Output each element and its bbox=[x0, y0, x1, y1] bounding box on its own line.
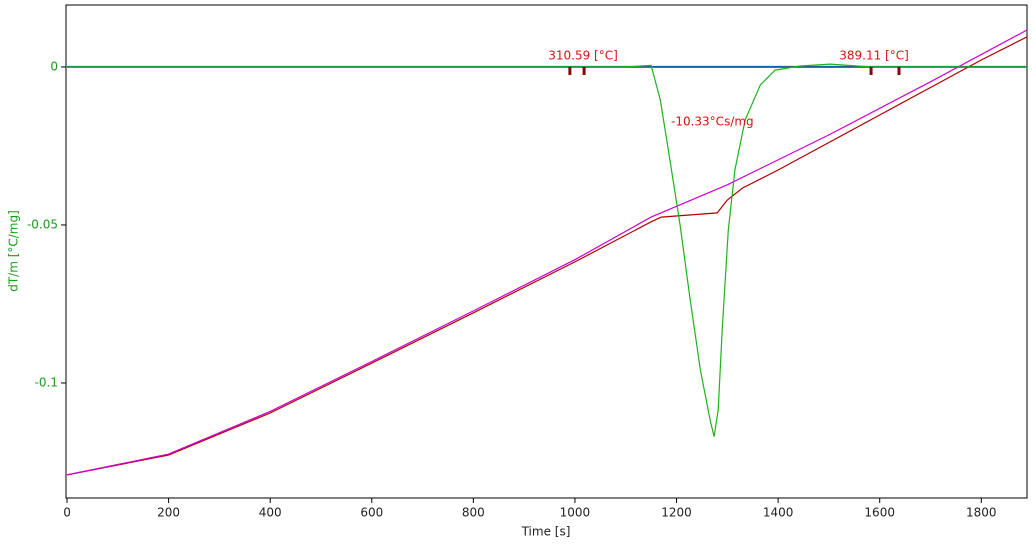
x-tick-label: 600 bbox=[360, 506, 383, 520]
y-tick-label: 0 bbox=[50, 59, 58, 73]
series-line bbox=[66, 29, 1028, 476]
x-tick-label: 1600 bbox=[864, 506, 895, 520]
y-axis-label: dT/m [°C/mg] bbox=[7, 210, 21, 292]
annotation: -10.33°Cs/mg bbox=[671, 115, 754, 129]
x-axis-label: Time [s] bbox=[521, 525, 571, 539]
x-tick-label: 400 bbox=[259, 506, 282, 520]
y-tick-label: -0.1 bbox=[35, 375, 58, 389]
x-tick-label: 800 bbox=[462, 506, 485, 520]
event-marker bbox=[568, 66, 572, 75]
plot-frame bbox=[65, 4, 1028, 499]
x-tick-label: 1000 bbox=[560, 506, 591, 520]
event-marker bbox=[869, 66, 873, 75]
x-tick-label: 200 bbox=[157, 506, 180, 520]
annotation: 310.59 [°C] bbox=[548, 49, 618, 63]
x-tick-label: 1400 bbox=[763, 506, 794, 520]
x-tick-label: 1200 bbox=[661, 506, 692, 520]
series-line bbox=[66, 36, 1028, 476]
series-line bbox=[67, 63, 1027, 437]
event-marker bbox=[582, 66, 586, 75]
annotation: 389.11 [°C] bbox=[839, 49, 909, 63]
x-tick-label: 1800 bbox=[966, 506, 997, 520]
x-tick-label: 0 bbox=[63, 506, 71, 520]
event-marker bbox=[897, 66, 901, 75]
y-tick-label: -0.05 bbox=[27, 217, 58, 231]
